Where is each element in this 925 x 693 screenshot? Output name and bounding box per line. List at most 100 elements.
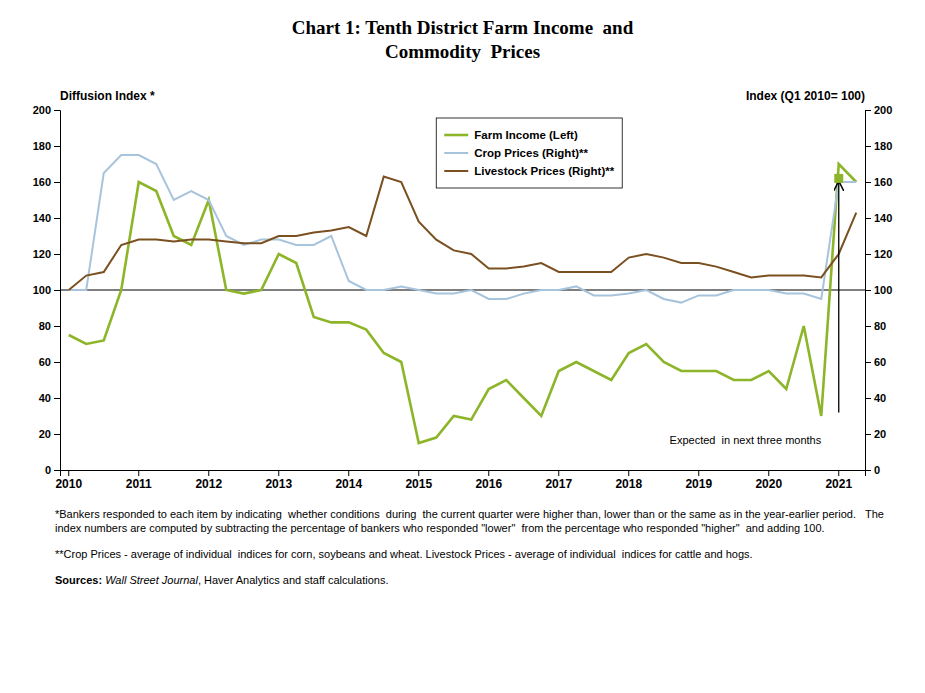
- y2-tick-label: 20: [874, 428, 886, 440]
- y-tick-mark: [54, 434, 60, 435]
- y2-tick-label: 180: [874, 140, 892, 152]
- y2-tick-mark: [865, 290, 871, 291]
- y2-tick-label: 160: [874, 176, 892, 188]
- note-line: *Bankers responded to each item by indic…: [55, 508, 884, 520]
- y2-tick-mark: [865, 110, 871, 111]
- x-tick-label: 2012: [195, 477, 222, 491]
- y-tick: 80: [39, 320, 60, 332]
- y2-tick-mark: [865, 326, 871, 327]
- footnote: *Bankers responded to each item by indic…: [55, 508, 884, 534]
- x-tick: 2018: [615, 470, 642, 491]
- y-tick-label: 60: [39, 356, 51, 368]
- x-axis: 2010201120122013201420152016201720182019…: [55, 470, 865, 491]
- y-tick-mark: [54, 362, 60, 363]
- y-tick-label: 0: [45, 464, 51, 476]
- plot-area: [60, 155, 865, 443]
- source-part: , Haver Analytics and staff calculations…: [198, 574, 389, 586]
- x-tick-label: 2014: [335, 477, 362, 491]
- y-tick-mark: [54, 470, 60, 471]
- x-tick: 2020: [755, 470, 782, 491]
- legend-box: [436, 118, 622, 188]
- x-tick: 2013: [265, 470, 292, 491]
- y-tick: 160: [33, 176, 60, 188]
- y-axis-line: [54, 111, 61, 471]
- x-tick-mark: [418, 470, 419, 476]
- y-tick-label: 140: [33, 212, 51, 224]
- y-tick-label: 100: [33, 284, 51, 296]
- y2-tick-mark: [865, 146, 871, 147]
- legend-label: Farm Income (Left): [474, 129, 578, 141]
- legend: Farm Income (Left)Crop Prices (Right)**L…: [436, 118, 622, 188]
- series-line: [69, 177, 857, 290]
- x-tick-mark: [68, 470, 69, 476]
- x-tick: 2021: [825, 470, 852, 491]
- legend-swatch: [444, 152, 468, 154]
- annotation-arrow: [838, 182, 839, 412]
- y2-tick-label: 40: [874, 392, 886, 404]
- source-part: Sources:: [55, 574, 105, 586]
- x-tick: 2010: [55, 470, 82, 491]
- x-tick: 2017: [545, 470, 572, 491]
- footnote: **Crop Prices - average of individual in…: [55, 548, 753, 560]
- y2-tick-mark: [865, 470, 871, 471]
- note-line: index numbers are computed by subtractin…: [55, 522, 825, 534]
- y-tick: 180: [33, 140, 60, 152]
- title: Commodity Prices: [385, 41, 540, 62]
- y-tick-label: 160: [33, 176, 51, 188]
- y-tick-mark: [54, 182, 60, 183]
- x-tick-mark: [138, 470, 139, 476]
- y2-tick: 140: [865, 212, 892, 224]
- y-tick: 100: [33, 284, 60, 296]
- y-tick-label: 20: [39, 428, 51, 440]
- source: Sources: Wall Street Journal, Haver Anal…: [55, 574, 388, 586]
- y2-tick: 40: [865, 392, 886, 404]
- x-tick-label: 2020: [755, 477, 782, 491]
- y-tick-mark: [54, 290, 60, 291]
- y-tick-mark: [54, 398, 60, 399]
- y2-tick-mark: [865, 398, 871, 399]
- y-axis-label: Diffusion Index *: [60, 89, 155, 103]
- x-tick-mark: [628, 470, 629, 476]
- y-tick: 40: [39, 392, 60, 404]
- x-tick-mark: [558, 470, 559, 476]
- y-tick: 60: [39, 356, 60, 368]
- y-tick-label: 180: [33, 140, 51, 152]
- source-part: Wall Street Journal: [105, 574, 198, 586]
- x-tick-label: 2017: [545, 477, 572, 491]
- x-tick-label: 2013: [265, 477, 292, 491]
- y-tick-mark: [54, 254, 60, 255]
- x-tick-mark: [208, 470, 209, 476]
- legend-swatch: [444, 134, 468, 137]
- y2-axis-line: [866, 111, 872, 471]
- x-tick: 2015: [405, 470, 432, 491]
- x-tick-label: 2010: [55, 477, 82, 491]
- x-tick-label: 2019: [685, 477, 712, 491]
- x-tick-mark: [278, 470, 279, 476]
- x-tick-mark: [838, 470, 839, 476]
- x-tick-mark: [488, 470, 489, 476]
- y-tick-mark: [54, 218, 60, 219]
- y2-tick: 20: [865, 428, 886, 440]
- y-tick: 140: [33, 212, 60, 224]
- y2-tick-label: 140: [874, 212, 892, 224]
- y2-tick: 80: [865, 320, 886, 332]
- y-tick-mark: [54, 326, 60, 327]
- y2-tick-mark: [865, 362, 871, 363]
- y2-tick: 180: [865, 140, 892, 152]
- y-tick-label: 40: [39, 392, 51, 404]
- series-line: [69, 164, 857, 443]
- annotation-text: Expected in next three months: [670, 434, 822, 446]
- x-tick-label: 2015: [405, 477, 432, 491]
- y2-tick-label: 120: [874, 248, 892, 260]
- x-tick-label: 2018: [615, 477, 642, 491]
- x-tick-mark: [348, 470, 349, 476]
- y2-tick-label: 0: [874, 464, 880, 476]
- y2-tick: 160: [865, 176, 892, 188]
- y2-tick-mark: [865, 182, 871, 183]
- annotation-marker: [834, 174, 843, 183]
- x-tick: 2011: [126, 470, 152, 491]
- y-tick-label: 120: [33, 248, 51, 260]
- y2-tick-label: 100: [874, 284, 892, 296]
- x-tick: 2012: [195, 470, 222, 491]
- y2-tick-mark: [865, 218, 871, 219]
